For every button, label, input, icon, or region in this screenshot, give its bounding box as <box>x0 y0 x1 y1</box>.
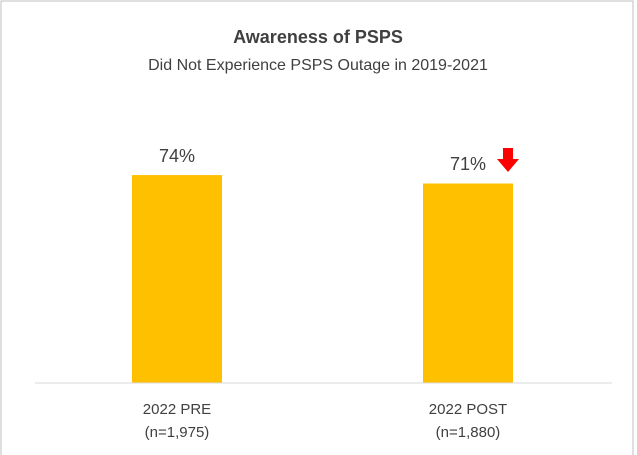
value-label: 71% <box>450 154 486 174</box>
value-label: 74% <box>159 146 195 166</box>
chart-title: Awareness of PSPS <box>233 27 403 47</box>
x-tick-label: 2022 PRE <box>143 401 211 418</box>
x-tick-label: 2022 POST <box>429 401 507 418</box>
x-tick-label: (n=1,880) <box>436 424 501 441</box>
bar <box>132 175 222 383</box>
chart-subtitle: Did Not Experience PSPS Outage in 2019-2… <box>148 57 488 74</box>
bar <box>423 183 513 383</box>
down-arrow-icon <box>497 148 519 172</box>
x-tick-label: (n=1,975) <box>145 424 210 441</box>
